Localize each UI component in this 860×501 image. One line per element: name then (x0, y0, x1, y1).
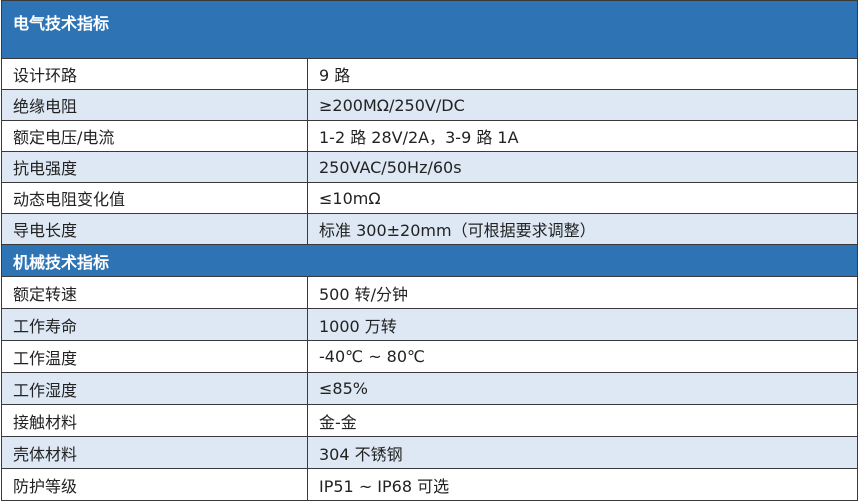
spec-value: 9 路 (307, 58, 858, 90)
section-title: 机械技术指标 (1, 244, 858, 277)
table-row: 壳体材料 304 不锈钢 (1, 436, 858, 469)
table-row: 额定电压/电流 1-2 路 28V/2A，3-9 路 1A (1, 120, 858, 152)
spec-label: 额定转速 (1, 276, 308, 309)
table-row: 绝缘电阻 ≥200MΩ/250V/DC (1, 89, 858, 121)
spec-label: 防护等级 (1, 468, 308, 501)
section-title: 电气技术指标 (1, 0, 858, 59)
table-row: 工作寿命 1000 万转 (1, 308, 858, 341)
spec-value: 金-金 (307, 404, 858, 437)
spec-label: 设计环路 (1, 58, 308, 90)
spec-label: 接触材料 (1, 404, 308, 437)
section-header: 机械技术指标 (1, 244, 858, 277)
table-row: 抗电强度 250VAC/50Hz/60s (1, 151, 858, 183)
spec-value: -40℃ ~ 80℃ (307, 340, 858, 373)
table-row: 设计环路 9 路 (1, 58, 858, 90)
table-row: 导电长度 标准 300±20mm（可根据要求调整） (1, 213, 858, 245)
spec-value: 500 转/分钟 (307, 276, 858, 309)
spec-label: 绝缘电阻 (1, 89, 308, 121)
table-row: 工作温度 -40℃ ~ 80℃ (1, 340, 858, 373)
spec-value: 1-2 路 28V/2A，3-9 路 1A (307, 120, 858, 152)
spec-value: 标准 300±20mm（可根据要求调整） (307, 213, 858, 245)
spec-value: ≤85% (307, 372, 858, 405)
spec-label: 工作寿命 (1, 308, 308, 341)
spec-label: 动态电阻变化值 (1, 182, 308, 214)
spec-label: 导电长度 (1, 213, 308, 245)
spec-label: 壳体材料 (1, 436, 308, 469)
table-row: 接触材料 金-金 (1, 404, 858, 437)
spec-label: 抗电强度 (1, 151, 308, 183)
spec-label: 工作温度 (1, 340, 308, 373)
spec-value: 1000 万转 (307, 308, 858, 341)
spec-value: ≥200MΩ/250V/DC (307, 89, 858, 121)
spec-value: ≤10mΩ (307, 182, 858, 214)
spec-value: 304 不锈钢 (307, 436, 858, 469)
table-row: 额定转速 500 转/分钟 (1, 276, 858, 309)
table-row: 工作湿度 ≤85% (1, 372, 858, 405)
spec-value: 250VAC/50Hz/60s (307, 151, 858, 183)
table-row: 动态电阻变化值 ≤10mΩ (1, 182, 858, 214)
spec-label: 额定电压/电流 (1, 120, 308, 152)
table-row: 防护等级 IP51 ~ IP68 可选 (1, 468, 858, 501)
spec-value: IP51 ~ IP68 可选 (307, 468, 858, 501)
section-header: 电气技术指标 (1, 0, 858, 59)
spec-label: 工作湿度 (1, 372, 308, 405)
